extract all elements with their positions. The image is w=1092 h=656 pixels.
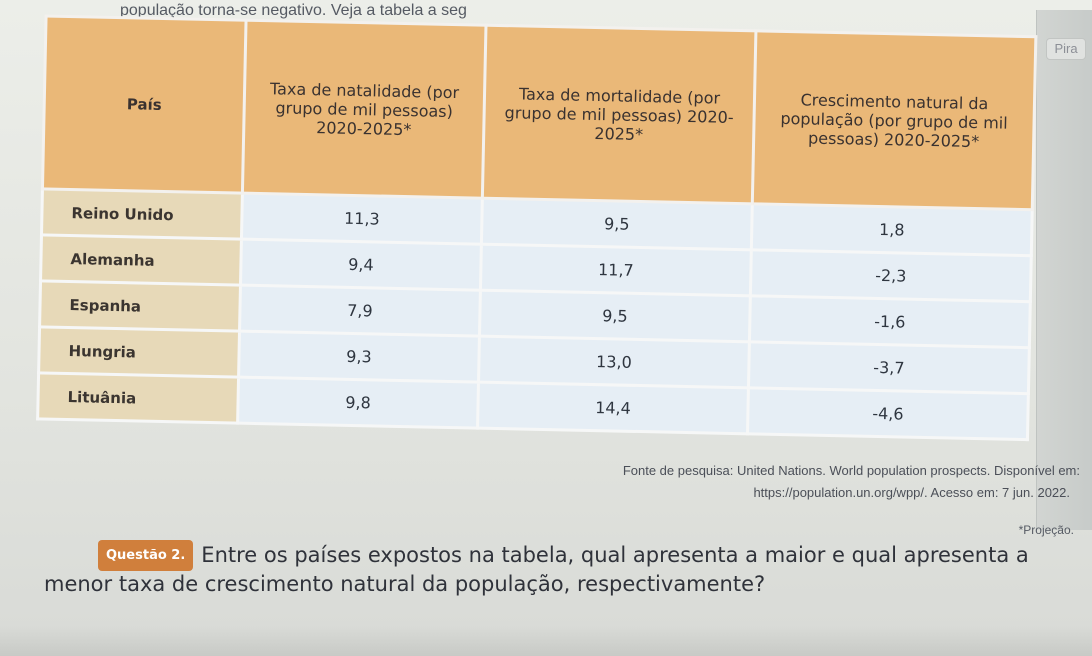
source-citation: Fonte de pesquisa: United Nations. World… <box>240 460 1080 504</box>
cell-growth: 1,8 <box>751 203 1033 256</box>
header-natural-growth: Crescimento natural da população (por gr… <box>752 30 1036 210</box>
question-badge: Questão 2. <box>98 540 194 571</box>
cell-country: Lituânia <box>37 372 239 424</box>
question-block: Questão 2. Entre os países expostos na ta… <box>44 540 1084 598</box>
top-text-line: população torna-se negativo. Veja a tabe… <box>120 2 467 19</box>
cell-death: 9,5 <box>481 198 753 250</box>
cell-birth: 7,9 <box>239 285 481 337</box>
cell-birth: 9,8 <box>237 377 479 429</box>
cell-growth: -2,3 <box>750 249 1032 302</box>
header-birth-rate: Taxa de natalidade (por grupo de mil pes… <box>242 20 486 199</box>
right-tab-label: Pira <box>1046 38 1086 60</box>
cell-birth: 9,3 <box>238 331 480 383</box>
cell-death: 13,0 <box>478 336 750 388</box>
source-line-2: https://population.un.org/wpp/. Acesso e… <box>753 485 1070 500</box>
cell-growth: -1,6 <box>749 295 1031 348</box>
cell-country: Reino Unido <box>41 188 243 240</box>
header-country: País <box>42 16 247 194</box>
cell-country: Hungria <box>38 326 240 378</box>
cell-death: 11,7 <box>480 244 752 296</box>
table-header-row: País Taxa de natalidade (por grupo de mi… <box>42 16 1036 210</box>
cell-country: Espanha <box>39 280 241 332</box>
cell-birth: 11,3 <box>241 193 483 245</box>
page-bottom-shadow <box>0 626 1092 656</box>
cell-growth: -4,6 <box>747 387 1029 440</box>
table-container: País Taxa de natalidade (por grupo de mi… <box>36 14 1055 465</box>
population-table: País Taxa de natalidade (por grupo de mi… <box>36 14 1037 441</box>
source-line-1: Fonte de pesquisa: United Nations. World… <box>622 463 1080 478</box>
cell-birth: 9,4 <box>240 239 482 291</box>
question-text: Entre os países expostos na tabela, qual… <box>44 543 1029 596</box>
projection-note: *Projeção. <box>1018 523 1074 537</box>
header-death-rate: Taxa de mortalidade (por grupo de mil pe… <box>482 25 756 204</box>
cell-country: Alemanha <box>40 234 242 286</box>
right-page-edge: Pira <box>1036 10 1092 530</box>
cell-death: 9,5 <box>479 290 751 342</box>
cell-death: 14,4 <box>477 382 749 434</box>
cell-growth: -3,7 <box>748 341 1030 394</box>
